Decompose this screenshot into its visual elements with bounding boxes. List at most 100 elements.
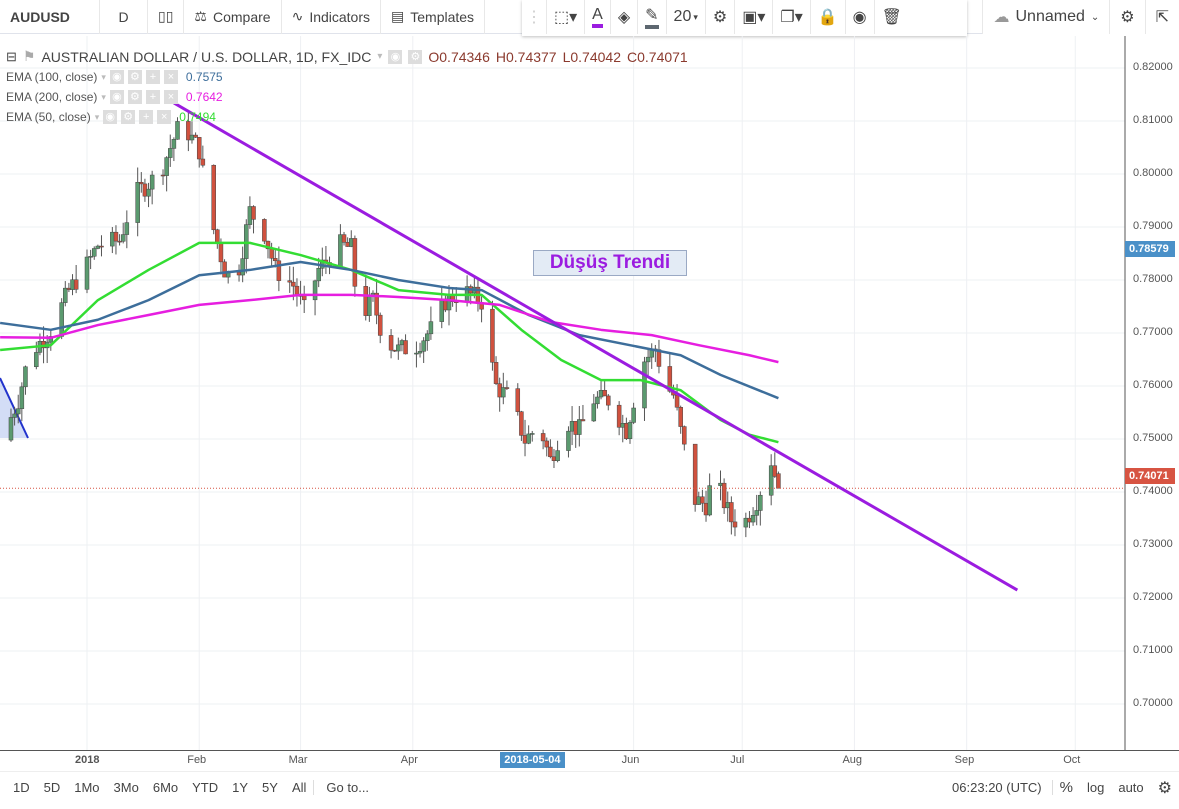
price-tick: 0.80000 [1133,167,1173,179]
range-ytd[interactable]: YTD [192,780,219,795]
chevron-down-icon[interactable]: ▾ [94,111,100,122]
candle-down [729,502,734,523]
indicator-value: 0.7494 [179,110,216,124]
ema-line [0,241,779,444]
candle-down [186,121,191,141]
time-tick: Jul [730,754,745,766]
percent-toggle[interactable]: % [1059,779,1073,796]
compare-button[interactable]: ⚖ Compare [184,0,282,34]
candle-up [396,344,401,352]
clone-button[interactable]: ❐▾ [773,0,811,34]
chevron-down-icon[interactable]: ▾ [377,51,383,62]
close-icon[interactable]: × [157,110,172,124]
candle-down [602,390,607,397]
candle-up [240,258,245,276]
fullscreen-button[interactable]: ⇱ [1146,0,1179,34]
chevron-down-icon[interactable]: ▾ [101,91,106,102]
indicator-label: EMA (100, close) [6,70,98,84]
indicators-button[interactable]: ∿ Indicators [282,0,382,34]
annotation-text[interactable]: Düşüş Trendi [533,250,687,276]
candle-up [48,336,54,343]
range-1mo[interactable]: 1Mo [74,780,100,795]
templates-button[interactable]: ▤ Templates [381,0,486,34]
gear-icon[interactable]: ⚙ [408,49,423,64]
log-toggle[interactable]: log [1086,780,1105,795]
time-tick: Oct [1063,754,1081,766]
range-5d[interactable]: 5D [43,780,61,795]
candle-up [591,403,597,422]
settings-button[interactable]: ⚙ [706,0,736,34]
collapse-icon[interactable]: ⊟ [6,48,17,64]
candle-down [548,446,553,458]
price-tick: 0.77000 [1133,326,1173,338]
candle-up [425,333,430,342]
auto-toggle[interactable]: auto [1118,780,1144,795]
range-6mo[interactable]: 6Mo [152,780,179,795]
candle-up [743,517,749,528]
goto-button[interactable]: Go to... [326,780,370,795]
price-chart[interactable] [0,0,1179,750]
line-color-button[interactable]: ✎ [638,0,667,34]
text-color-button[interactable]: A [585,0,611,34]
trend-line [173,101,1019,592]
range-1y[interactable]: 1Y [232,780,249,795]
candle-up [501,387,506,398]
plus-icon[interactable]: + [145,70,160,84]
border-style-button[interactable]: ⬚▾ [547,0,586,34]
candle-up [120,234,126,242]
plus-icon[interactable]: + [145,90,160,104]
eye-icon: ◉ [852,9,867,26]
visual-order-button[interactable]: ▣▾ [735,0,774,34]
candle-down [262,219,267,242]
candle-down [287,280,292,283]
eye-icon[interactable]: ◉ [103,110,118,124]
lock-button[interactable]: 🔒 [811,0,846,34]
gear-icon[interactable]: ⚙ [127,90,142,104]
gear-icon[interactable]: ⚙ [121,110,136,124]
candle-down [667,366,673,392]
time-axis[interactable]: 2018 Feb Mar Apr Jun Jul Aug Sep Oct 2018-05-04 [0,750,1125,770]
range-3mo[interactable]: 3Mo [113,780,139,795]
chart-settings-button[interactable]: ⚙ [1110,0,1146,34]
delete-button[interactable]: 🗑 [875,0,909,34]
candle-up [146,188,151,197]
fill-color-button[interactable]: ◈ [611,0,639,34]
close-icon[interactable]: × [163,90,178,104]
time-tick: Aug [842,754,863,766]
price-tick: 0.82000 [1133,61,1173,73]
chart-type-button[interactable]: ▯▯ [148,0,185,34]
candle-up [316,267,321,282]
candle-up [171,139,177,149]
plus-icon[interactable]: + [139,110,154,124]
candle-up [707,485,712,516]
candle-down [265,240,271,250]
drag-handle[interactable]: ⋮ [522,0,547,34]
symbol-button[interactable]: AUDUSD [0,0,100,34]
font-size-select[interactable]: 20 ▾ [667,0,706,34]
hide-button[interactable]: ◉ [846,0,875,34]
candle-up [175,121,180,140]
range-5y[interactable]: 5Y [262,780,278,795]
crosshair-time-label: 2018-05-04 [500,752,565,768]
indicator-legend-row: EMA (100, close) ▾ ◉ ⚙ + × 0.7575 [6,70,223,84]
eye-icon[interactable]: ◉ [109,70,124,84]
templates-icon: ▤ [391,8,405,24]
candle-down [272,258,278,262]
eye-icon[interactable]: ◉ [109,90,124,104]
chevron-down-icon[interactable]: ▾ [101,71,106,82]
gear-icon[interactable]: ⚙ [127,70,142,84]
crosshair-price-label: 0.78579 [1125,241,1175,258]
candle-down [678,407,683,427]
candle-up [34,352,39,368]
candles-icon: ▯▯ [158,8,174,24]
eye-icon[interactable]: ◉ [388,49,403,64]
interval-button[interactable]: D [100,0,148,34]
candle-down [99,245,104,248]
layout-name-button[interactable]: ☁ Unnamed ⌄ [982,0,1111,34]
price-tick: 0.78000 [1133,273,1173,285]
close-icon[interactable]: × [163,70,178,84]
gear-icon[interactable]: ⚙ [1157,779,1172,797]
range-all[interactable]: All [291,780,307,795]
drawing-line [0,377,29,439]
range-1d[interactable]: 1D [13,780,30,795]
